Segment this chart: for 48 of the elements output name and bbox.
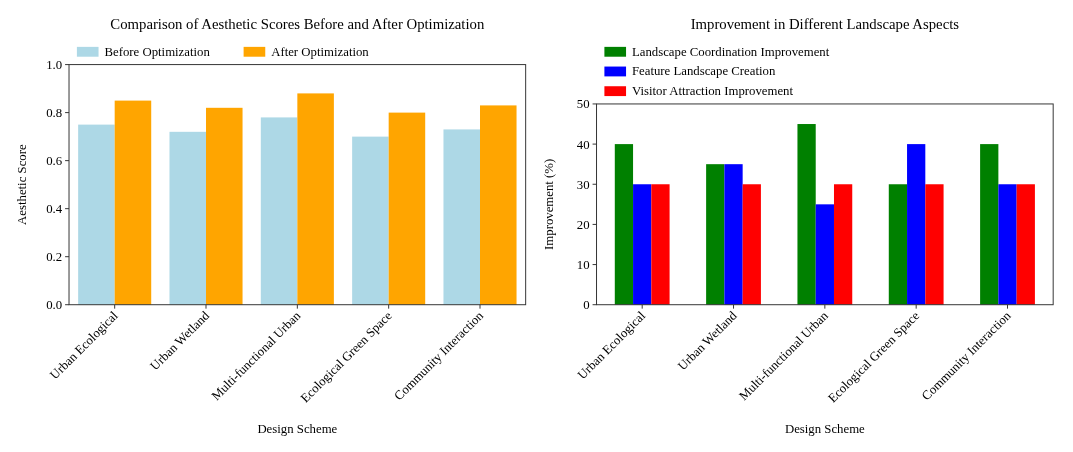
bar <box>907 144 926 305</box>
bar <box>833 184 853 305</box>
bar <box>297 93 334 305</box>
bar <box>980 144 999 305</box>
x-axis-title: Design Scheme <box>784 421 866 436</box>
bar <box>614 144 634 305</box>
y-tick-label: 30 <box>576 177 590 192</box>
legend-label: Landscape Coordination Improvement <box>631 44 830 59</box>
bar <box>480 105 517 305</box>
bar <box>206 107 243 305</box>
bar <box>1016 184 1035 305</box>
y-tick-label: 1.0 <box>46 58 63 73</box>
y-tick-label: 10 <box>576 258 590 273</box>
bar <box>651 184 670 305</box>
y-tick-label: 0 <box>583 298 590 313</box>
bar <box>633 184 652 305</box>
y-tick-label: 40 <box>576 137 590 152</box>
bar <box>114 100 152 305</box>
y-axis-title: Improvement (%) <box>542 158 557 250</box>
bar <box>388 112 426 305</box>
bar <box>724 164 743 305</box>
y-tick-label: 20 <box>576 217 590 232</box>
y-tick-label: 0.8 <box>46 106 63 121</box>
chart-title: Improvement in Different Landscape Aspects <box>690 16 960 33</box>
x-axis-title: Design Scheme <box>257 421 338 436</box>
legend-label: Visitor Attraction Improvement <box>631 84 794 99</box>
bar <box>888 184 908 305</box>
bar <box>443 129 480 305</box>
bar <box>78 124 115 305</box>
legend-label: Before Optimization <box>104 44 211 59</box>
y-tick-label: 0.6 <box>46 154 63 169</box>
y-axis-title: Aesthetic Score <box>14 144 29 225</box>
chart-title: Comparison of Aesthetic Scores Before and After Optimization <box>110 16 485 33</box>
y-tick-label: 50 <box>576 97 590 112</box>
legend-label: Feature Landscape Creation <box>631 64 776 79</box>
bar <box>797 124 816 305</box>
y-tick-label: 0.0 <box>46 298 63 313</box>
bar <box>352 136 389 305</box>
bar <box>925 184 944 305</box>
bar <box>742 184 761 305</box>
bar <box>998 184 1017 305</box>
legend-label: After Optimization <box>271 44 370 59</box>
bar <box>815 204 834 305</box>
bar <box>169 131 207 305</box>
y-tick-label: 0.4 <box>46 202 63 217</box>
y-tick-label: 0.2 <box>46 250 63 265</box>
bar <box>706 164 725 305</box>
bar <box>260 117 298 305</box>
